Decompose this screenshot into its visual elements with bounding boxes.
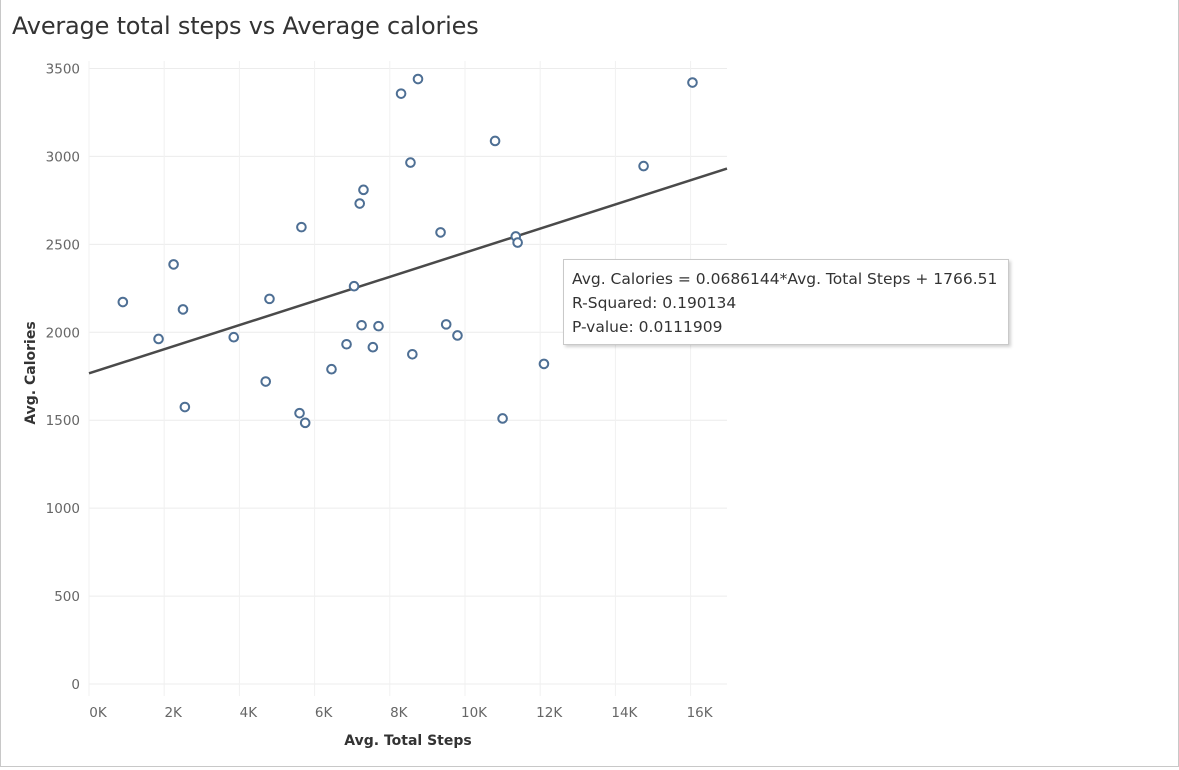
data-point[interactable] — [512, 237, 523, 248]
x-tick-label: 0K — [89, 705, 108, 721]
data-point[interactable] — [358, 184, 369, 196]
y-tick-label: 3500 — [46, 61, 80, 77]
y-axis-title: Avg. Calories — [23, 321, 39, 424]
data-point[interactable] — [348, 280, 360, 292]
x-axis-title: Avg. Total Steps — [344, 733, 471, 749]
data-point[interactable] — [179, 401, 191, 413]
data-point[interactable] — [264, 293, 275, 305]
data-point[interactable] — [489, 135, 501, 147]
tooltip-r-squared: R-Squared: 0.190134 — [572, 294, 737, 312]
data-point[interactable] — [356, 319, 367, 331]
data-point[interactable] — [687, 77, 698, 88]
data-point[interactable] — [341, 338, 352, 350]
tooltip-equation: Avg. Calories = 0.0686144*Avg. Total Ste… — [572, 270, 998, 288]
data-point[interactable] — [412, 73, 424, 85]
data-point[interactable] — [228, 331, 240, 343]
data-point[interactable] — [117, 296, 129, 308]
axis-labels: 0 500 1000 1500 2000 2500 3000 3500 0K 2K 4K 6K 8K 10… — [23, 61, 714, 749]
data-points — [117, 73, 698, 429]
y-tick-label: 2500 — [46, 237, 80, 253]
tooltip-p-value: P-value: 0.0111909 — [572, 318, 723, 336]
data-point[interactable] — [538, 358, 550, 370]
data-point[interactable] — [395, 88, 407, 99]
data-point[interactable] — [168, 259, 179, 270]
data-point[interactable] — [354, 198, 366, 209]
data-point[interactable] — [367, 341, 379, 353]
chart-title: Average total steps vs Average calories — [12, 12, 479, 40]
data-point[interactable] — [435, 227, 446, 238]
data-point[interactable] — [373, 320, 384, 332]
data-point[interactable] — [153, 333, 164, 345]
y-tick-label: 1000 — [46, 501, 80, 517]
x-tick-label: 14K — [611, 705, 638, 721]
y-tick-label: 500 — [54, 589, 80, 605]
y-tick-label: 2000 — [46, 325, 80, 341]
x-tick-label: 16K — [687, 705, 714, 721]
x-tick-label: 10K — [461, 705, 488, 721]
x-tick-label: 2K — [164, 705, 183, 721]
data-point[interactable] — [296, 221, 307, 233]
x-tick-label: 6K — [315, 705, 334, 721]
data-point[interactable] — [326, 363, 337, 375]
data-point[interactable] — [638, 160, 649, 172]
y-tick-label: 0 — [71, 677, 80, 693]
x-tick-label: 12K — [536, 705, 563, 721]
data-point[interactable] — [177, 304, 189, 315]
data-point[interactable] — [497, 413, 508, 424]
data-point[interactable] — [440, 319, 452, 330]
data-point[interactable] — [405, 157, 416, 168]
data-point[interactable] — [407, 348, 418, 360]
y-tick-label: 3000 — [46, 149, 80, 165]
trend-line[interactable] — [88, 167, 728, 375]
data-point[interactable] — [452, 330, 463, 341]
x-tick-label: 8K — [390, 705, 409, 721]
y-tick-label: 1500 — [46, 413, 80, 429]
x-tick-label: 4K — [240, 705, 259, 721]
trend-line-tooltip: Avg. Calories = 0.0686144*Avg. Total Ste… — [563, 259, 1009, 345]
data-point[interactable] — [299, 417, 311, 429]
grid-lines — [88, 61, 727, 696]
data-point[interactable] — [260, 376, 272, 387]
data-point[interactable] — [294, 407, 305, 419]
